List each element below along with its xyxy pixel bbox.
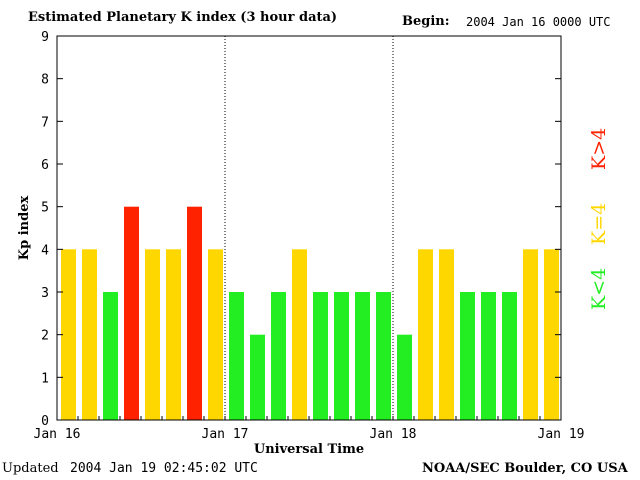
kp-bar-13 bbox=[334, 292, 349, 420]
y-tick-label-1: 1 bbox=[41, 371, 49, 386]
x-tick-label-3: Jan 19 bbox=[538, 427, 585, 442]
legend-item-mid: K=4 bbox=[588, 202, 610, 245]
y-tick-label-0: 0 bbox=[41, 414, 49, 429]
kp-bar-7 bbox=[208, 249, 223, 420]
x-tick-label-2: Jan 18 bbox=[370, 427, 417, 442]
kp-bar-10 bbox=[271, 292, 286, 420]
x-tick-label-1: Jan 17 bbox=[202, 427, 249, 442]
kp-bar-11 bbox=[292, 249, 307, 420]
kp-bar-2 bbox=[103, 292, 118, 420]
kp-bar-5 bbox=[166, 249, 181, 420]
legend-item-low: K<4 bbox=[588, 267, 610, 310]
legend-item-high: K>4 bbox=[588, 127, 610, 170]
y-tick-label-9: 9 bbox=[41, 30, 49, 45]
kp-bar-21 bbox=[502, 292, 517, 420]
legend: K<4 K=4 K>4 bbox=[588, 0, 618, 310]
kp-bar-22 bbox=[523, 249, 538, 420]
credit-text: NOAA/SEC Boulder, CO USA bbox=[422, 461, 628, 476]
y-tick-label-3: 3 bbox=[41, 286, 49, 301]
kp-bar-19 bbox=[460, 292, 475, 420]
updated-value: 2004 Jan 19 02:45:02 UTC bbox=[70, 461, 258, 476]
x-axis-label: Universal Time bbox=[254, 442, 364, 457]
begin-value: 2004 Jan 16 0000 UTC bbox=[466, 15, 611, 29]
begin-label: Begin: bbox=[402, 14, 450, 29]
updated-label: Updated bbox=[2, 461, 59, 476]
kp-bar-15 bbox=[376, 292, 391, 420]
kp-bar-14 bbox=[355, 292, 370, 420]
chart-title: Estimated Planetary K index (3 hour data… bbox=[28, 10, 338, 25]
kp-bar-1 bbox=[82, 249, 97, 420]
y-tick-label-8: 8 bbox=[41, 73, 49, 88]
kp-bar-17 bbox=[418, 249, 433, 420]
kp-bar-9 bbox=[250, 334, 265, 420]
kp-bar-16 bbox=[397, 334, 412, 420]
x-tick-label-0: Jan 16 bbox=[34, 427, 81, 442]
kp-bar-3 bbox=[124, 206, 139, 420]
kp-bar-18 bbox=[439, 249, 454, 420]
y-tick-label-2: 2 bbox=[41, 329, 49, 344]
kp-bar-0 bbox=[61, 249, 76, 420]
y-tick-label-6: 6 bbox=[41, 158, 49, 173]
y-axis-label: Kp index bbox=[17, 196, 32, 261]
kp-bar-8 bbox=[229, 292, 244, 420]
kp-bar-4 bbox=[145, 249, 160, 420]
kp-bar-12 bbox=[313, 292, 328, 420]
kp-bar-20 bbox=[481, 292, 496, 420]
y-tick-label-5: 5 bbox=[41, 201, 49, 216]
kp-bar-6 bbox=[187, 206, 202, 420]
y-tick-label-7: 7 bbox=[41, 115, 49, 130]
y-tick-label-4: 4 bbox=[41, 243, 49, 258]
